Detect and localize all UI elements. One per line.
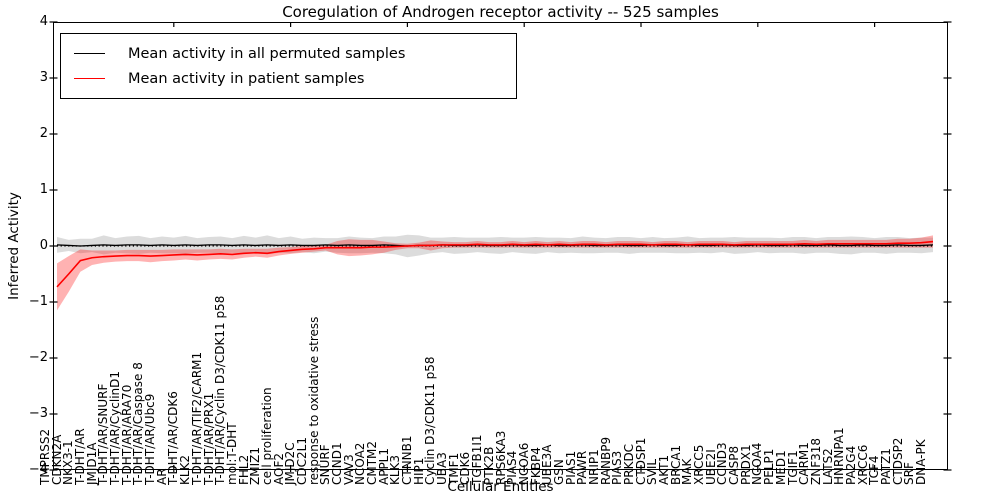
y-tick-label: −3	[28, 406, 48, 421]
y-tick-label: 1	[39, 182, 48, 197]
y-tick-label: −4	[28, 462, 48, 477]
y-tick-label: −1	[28, 294, 48, 309]
x-axis-title: Cellular Entities	[447, 479, 554, 495]
y-tick-label: 4	[39, 14, 48, 29]
legend-line-black-icon	[74, 53, 105, 54]
legend-item-permuted: Mean activity in all permuted samples	[61, 46, 516, 62]
y-tick-label: −2	[28, 350, 48, 365]
y-tick-label: 2	[39, 126, 48, 141]
y-tick-label: 3	[39, 70, 48, 85]
legend: Mean activity in all permuted samples Me…	[60, 33, 517, 99]
legend-item-patient: Mean activity in patient samples	[61, 71, 516, 87]
legend-line-red-icon	[74, 78, 105, 79]
plot-area: TMPRSS2 CDKN2A NKX3-1 T-DHT/AR JMJD1A T-DHT/A…	[38, 21, 952, 485]
legend-label-permuted: Mean activity in all permuted samples	[128, 45, 406, 62]
y-tick-label: 0	[39, 238, 48, 253]
legend-label-patient: Mean activity in patient samples	[128, 70, 365, 87]
chart-title: Coregulation of Androgen receptor activi…	[282, 3, 719, 21]
chart-canvas	[49, 21, 952, 472]
patient-band	[57, 235, 933, 311]
patient-mean-line	[56, 240, 934, 288]
